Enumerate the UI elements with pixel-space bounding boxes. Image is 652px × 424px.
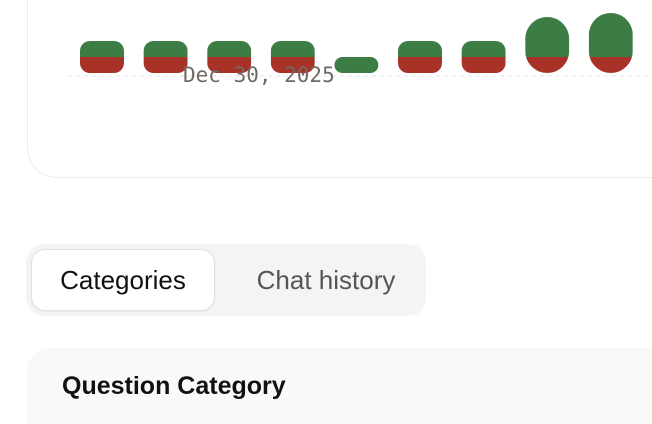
bar-segment-red — [270, 57, 315, 73]
column-header-question-category: Question Category — [62, 372, 286, 400]
bar-segment-green — [461, 41, 506, 57]
bar-8 — [525, 17, 570, 73]
x-tick-label: Dec 30, 2025 — [183, 63, 335, 87]
bar-segment-green — [80, 41, 124, 57]
tab-categories[interactable]: Categories — [31, 249, 215, 311]
bar-2 — [143, 41, 188, 73]
stacked-bar-chart — [68, 13, 652, 77]
bar-segment-red — [143, 57, 188, 73]
bar-segment-green — [270, 41, 315, 57]
bar-1 — [80, 41, 124, 73]
bar-6 — [398, 41, 442, 73]
bar-segment-red — [207, 57, 252, 73]
bar-segment-red — [588, 57, 633, 73]
tab-chat-history[interactable]: Chat history — [256, 264, 396, 295]
bar-5 — [334, 57, 379, 73]
bar-segment-green — [588, 13, 633, 57]
bar-segment-red — [80, 57, 124, 73]
bar-segment-green — [525, 17, 570, 57]
bar-segment-green — [334, 57, 379, 73]
bar-3 — [207, 41, 252, 73]
bar-segment-red — [398, 57, 442, 73]
bar-7 — [461, 41, 506, 73]
view-tabs: Categories Chat history — [26, 244, 426, 316]
bar-segment-red — [525, 57, 570, 73]
activity-chart-card: Dec 30, 2025 — [27, 0, 652, 178]
bar-segment-red — [461, 57, 506, 73]
bar-segment-green — [143, 41, 188, 57]
bar-segment-green — [207, 41, 252, 57]
bar-segment-green — [398, 41, 442, 57]
bar-9 — [588, 13, 633, 73]
bar-4 — [270, 41, 315, 73]
categories-table: Question Category — [27, 348, 652, 424]
